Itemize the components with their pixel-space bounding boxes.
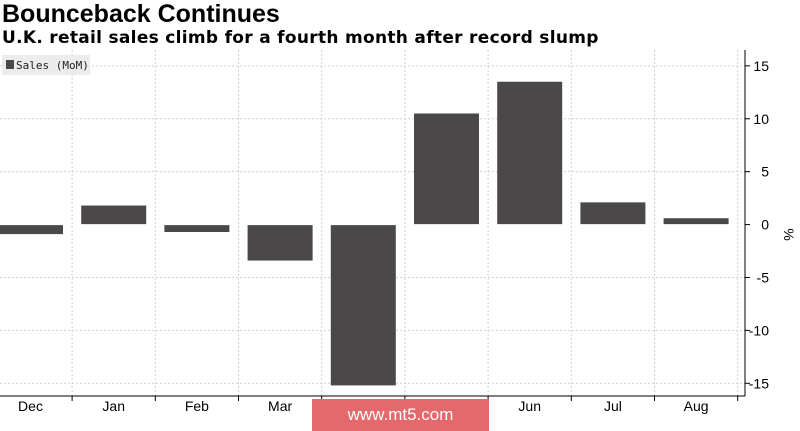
x-tick-label-feb: Feb [185,398,209,414]
watermark-banner: www.mt5.com [312,399,489,431]
bar-jun [497,81,563,225]
x-tick-label-jul: Jul [604,398,622,414]
chart-subtitle: U.K. retail sales climb for a fourth mon… [2,28,599,48]
y-axis-label: % [781,228,797,240]
y-tick-label: 5 [761,164,769,180]
legend-box [2,55,90,75]
y-tick-label: -5 [757,269,770,285]
bar-jan [81,205,147,225]
y-tick-label: -10 [749,322,769,338]
y-tick-label: 15 [753,58,769,74]
bar-may [414,113,479,225]
chart-title: Bounceback Continues [2,0,280,28]
x-tick-label-jan: Jan [102,398,125,414]
y-tick-label: -15 [749,375,769,391]
bar-apr [330,224,396,386]
legend-label: Sales (MoM) [16,59,89,72]
legend-swatch [6,60,14,69]
bar-mar [247,224,313,261]
bar-aug [663,218,729,225]
x-tick-label-aug: Aug [684,398,709,414]
x-tick-label-jun: Jun [518,398,541,414]
y-tick-label: 0 [761,217,769,233]
bar-dec [0,224,63,235]
x-tick-label-dec: Dec [18,398,43,414]
bar-jul [580,202,646,225]
x-tick-label-mar: Mar [268,398,292,414]
bar-feb [164,224,230,232]
y-tick-label: 10 [753,111,769,127]
